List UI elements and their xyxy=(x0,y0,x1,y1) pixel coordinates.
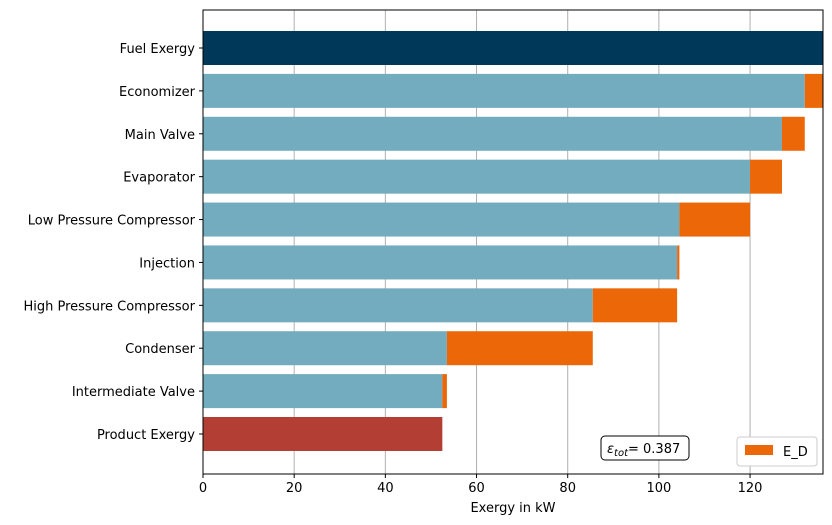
x-tick-label: 120 xyxy=(738,481,763,496)
annotation-text: εtot= 0.387 xyxy=(607,442,680,459)
y-tick-label: Intermediate Valve xyxy=(72,385,195,400)
y-tick-label: Injection xyxy=(139,256,195,271)
bar-exergy xyxy=(203,288,593,323)
y-tick-label: Evaporator xyxy=(123,171,195,186)
y-tick-label: Main Valve xyxy=(125,128,195,143)
y-tick-label: Condenser xyxy=(125,342,196,357)
bars xyxy=(203,31,823,451)
bar-destruction xyxy=(446,331,593,366)
annotation-subscript: tot xyxy=(614,448,629,459)
y-tick-label: Low Pressure Compressor xyxy=(28,214,196,229)
bar-destruction xyxy=(677,245,680,280)
annotation-value: = 0.387 xyxy=(628,442,680,457)
y-axis-ticks: Fuel Exergy Economizer Main Valve Evaporato… xyxy=(23,42,203,443)
bar-destruction xyxy=(804,73,823,108)
bar-exergy xyxy=(203,159,751,194)
bar-exergy xyxy=(203,202,680,237)
bar-destruction xyxy=(442,374,447,409)
bar-exergy xyxy=(203,374,443,409)
bar-exergy xyxy=(203,245,678,280)
efficiency-annotation: εtot= 0.387 xyxy=(600,435,690,461)
y-tick-label: Fuel Exergy xyxy=(120,42,196,57)
bar-exergy xyxy=(203,417,443,451)
annotation-symbol: ε xyxy=(607,442,614,457)
y-tick-label: Product Exergy xyxy=(97,428,195,443)
x-tick-label: 80 xyxy=(559,481,576,496)
legend-label-e-d: E_D xyxy=(783,445,808,460)
y-tick-label: Economizer xyxy=(119,85,196,100)
bar-exergy xyxy=(203,31,823,65)
bar-exergy xyxy=(203,73,805,108)
x-axis-ticks: 0 20 40 60 80 100 120 xyxy=(199,474,763,496)
legend-swatch-e-d xyxy=(745,445,773,455)
bar-destruction xyxy=(679,202,751,237)
x-tick-label: 60 xyxy=(468,481,485,496)
annotation-box xyxy=(600,435,690,461)
x-axis-title: Exergy in kW xyxy=(470,501,555,516)
bar-exergy xyxy=(203,116,782,151)
plot-frame xyxy=(202,9,824,475)
x-tick-label: 100 xyxy=(646,481,671,496)
y-tick-label: High Pressure Compressor xyxy=(23,299,195,314)
legend-box xyxy=(736,436,818,467)
bar-destruction xyxy=(750,159,782,194)
bar-destruction xyxy=(592,288,678,323)
x-tick-label: 0 xyxy=(199,481,207,496)
x-tick-label: 20 xyxy=(286,481,303,496)
x-tick-label: 40 xyxy=(377,481,394,496)
bar-exergy xyxy=(203,331,447,366)
legend: E_D xyxy=(736,436,818,467)
bar-destruction xyxy=(781,116,805,151)
